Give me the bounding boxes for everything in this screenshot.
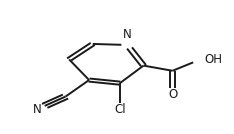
Text: N: N [123,28,132,41]
Text: OH: OH [204,53,222,66]
Text: N: N [33,103,42,116]
Text: Cl: Cl [114,103,126,116]
Text: O: O [168,88,177,101]
